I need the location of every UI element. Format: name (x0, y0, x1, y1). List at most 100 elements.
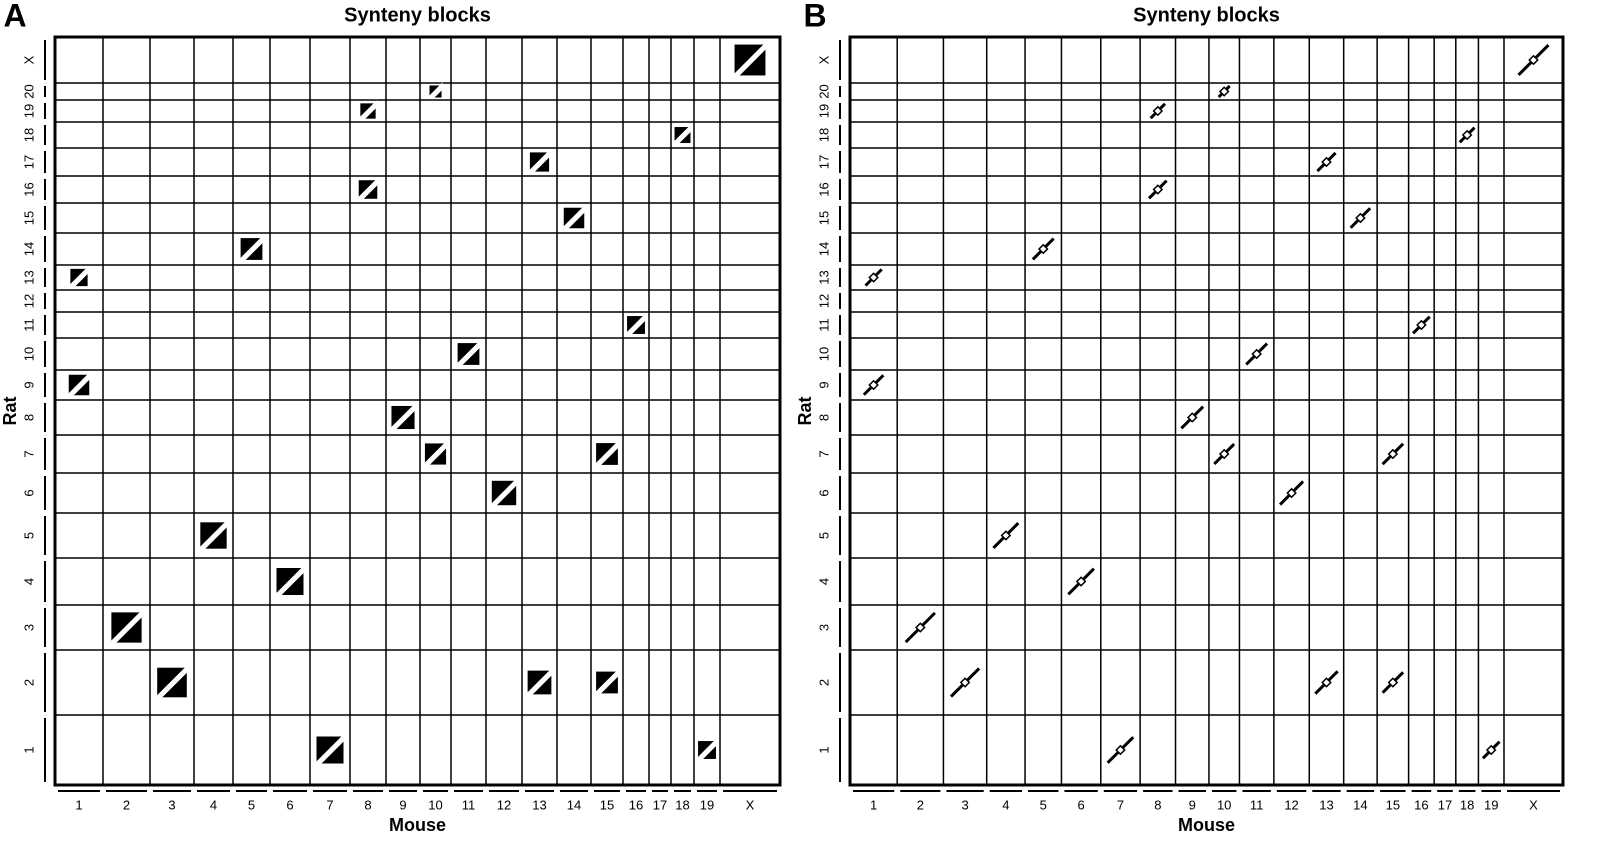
y-tick-label: 6 (21, 489, 36, 496)
panel-letter: A (3, 0, 26, 33)
y-tick-label: 19 (816, 104, 831, 118)
y-tick-label: 14 (21, 242, 36, 256)
y-tick-label: 2 (816, 679, 831, 686)
x-tick-label: 6 (1077, 797, 1084, 812)
synteny-knot (1387, 448, 1399, 460)
x-tick-label: 8 (364, 797, 371, 812)
synteny-diagonal (526, 149, 551, 173)
y-tick-label: 16 (21, 182, 36, 196)
y-tick-label: 5 (21, 532, 36, 539)
synteny-diagonal (421, 440, 448, 466)
x-tick-label: 1 (75, 797, 82, 812)
x-tick-label: 16 (629, 797, 643, 812)
synteny-diagonal (313, 733, 345, 765)
synteny-knot (1000, 530, 1012, 541)
synteny-knot (1186, 412, 1198, 423)
synteny-diagonal (560, 204, 586, 230)
plot-border (53, 35, 782, 787)
panel-title: Synteny blocks (344, 4, 491, 26)
synteny-diagonal (65, 371, 91, 397)
y-tick-label: 13 (816, 270, 831, 284)
x-tick-label: 13 (1319, 797, 1333, 812)
synteny-knot (1218, 448, 1230, 460)
synteny-diagonal (731, 41, 767, 77)
x-tick-label: 18 (675, 797, 689, 812)
x-tick-label: 15 (1386, 797, 1400, 812)
synteny-diagonal (592, 439, 619, 466)
x-tick-label: 4 (1002, 797, 1009, 812)
synteny-knot (1461, 129, 1473, 141)
synteny-knot (1218, 86, 1230, 97)
synteny-knot (1321, 677, 1332, 688)
x-tick-label: 12 (1284, 797, 1298, 812)
y-tick-label: 7 (816, 450, 831, 457)
y-tick-label: 9 (816, 381, 831, 388)
y-tick-label: 4 (21, 578, 36, 585)
x-tick-label: 8 (1154, 797, 1161, 812)
x-tick-label: 11 (1250, 797, 1264, 812)
y-tick-label: 18 (816, 128, 831, 142)
x-tick-label: 16 (1414, 797, 1428, 812)
x-tick-label: 2 (917, 797, 924, 812)
synteny-diagonal (454, 339, 481, 366)
synteny-knot (1152, 184, 1164, 195)
synteny-knot (1528, 54, 1539, 66)
x-tick-label: 14 (1353, 797, 1367, 812)
x-tick-label: 18 (1460, 797, 1474, 812)
synteny-knot (1286, 487, 1297, 499)
y-tick-label: 17 (21, 155, 36, 169)
synteny-knot (1152, 105, 1164, 117)
synteny-knot (915, 622, 926, 633)
synteny-knot (1037, 243, 1049, 255)
plot-border (848, 35, 1565, 787)
synteny-diagonal (67, 265, 89, 288)
y-tick-label: 2 (21, 679, 36, 686)
synteny-knot (1321, 156, 1332, 168)
x-tick-label: 7 (326, 797, 333, 812)
y-tick-label: 9 (21, 381, 36, 388)
y-tick-label: 12 (816, 294, 831, 308)
x-tick-label: 5 (248, 797, 255, 812)
x-tick-label: X (746, 797, 755, 812)
y-tick-label: 8 (21, 414, 36, 421)
synteny-knot (1115, 744, 1126, 756)
synteny-diagonal (426, 82, 443, 99)
y-tick-label: 10 (816, 347, 831, 361)
synteny-knot (1485, 744, 1497, 756)
y-tick-label: 15 (21, 211, 36, 225)
y-tick-label: X (21, 55, 36, 64)
x-tick-label: X (1529, 797, 1538, 812)
x-tick-label: 19 (1484, 797, 1498, 812)
synteny-diagonal (154, 664, 188, 699)
y-tick-label: 12 (21, 294, 36, 308)
y-tick-label: 20 (816, 84, 831, 98)
synteny-diagonal (108, 609, 143, 644)
synteny-diagonal (488, 477, 518, 507)
y-tick-label: 16 (816, 182, 831, 196)
x-tick-label: 17 (653, 797, 667, 812)
y-tick-label: 5 (816, 532, 831, 539)
x-tick-label: 19 (700, 797, 714, 812)
y-tick-label: X (816, 55, 831, 64)
synteny-knot (1416, 319, 1427, 331)
synteny-diagonal (388, 402, 416, 431)
y-tick-label: 18 (21, 128, 36, 142)
x-tick-label: 5 (1040, 797, 1047, 812)
y-tick-label: 11 (816, 318, 831, 332)
x-tick-label: 2 (123, 797, 130, 812)
y-tick-label: 8 (816, 414, 831, 421)
y-tick-label: 1 (21, 746, 36, 753)
x-tick-label: 10 (428, 797, 442, 812)
x-axis-label: Mouse (389, 815, 446, 835)
x-tick-label: 7 (1117, 797, 1124, 812)
x-tick-label: 11 (462, 797, 476, 812)
y-tick-label: 14 (816, 242, 831, 256)
synteny-diagonal (592, 668, 619, 695)
y-tick-label: 13 (21, 270, 36, 284)
x-tick-label: 14 (567, 797, 581, 812)
y-axis-label: Rat (795, 396, 815, 425)
y-tick-label: 17 (816, 155, 831, 169)
synteny-knot (1355, 212, 1366, 224)
